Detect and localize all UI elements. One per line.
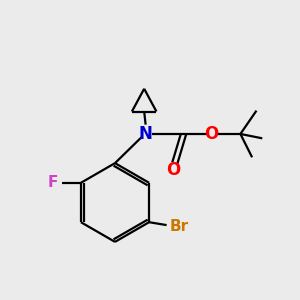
Text: O: O	[204, 125, 218, 143]
Text: Br: Br	[169, 219, 189, 234]
Text: N: N	[139, 125, 153, 143]
Text: O: O	[166, 160, 181, 178]
Text: F: F	[47, 175, 58, 190]
